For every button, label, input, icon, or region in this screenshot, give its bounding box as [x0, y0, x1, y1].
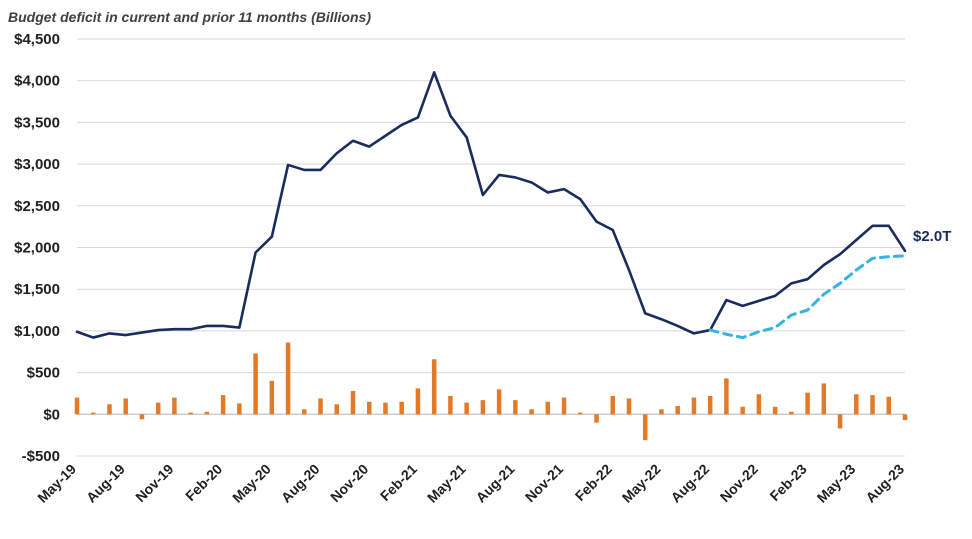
x-tick-label: Nov-19 [132, 461, 176, 505]
y-tick-label: $4,000 [14, 73, 60, 90]
monthly-bar [513, 400, 518, 415]
x-tick-label: Aug-19 [83, 461, 128, 506]
y-tick-label: $3,000 [14, 156, 60, 173]
y-tick-label: $1,000 [14, 323, 60, 340]
monthly-bar [90, 412, 96, 415]
monthly-bar [383, 402, 388, 415]
monthly-bar [821, 383, 827, 415]
chart-title: Budget deficit in current and prior 11 m… [8, 9, 371, 25]
monthly-bar [464, 402, 469, 415]
monthly-bar [740, 406, 745, 415]
monthly-bar [626, 398, 632, 415]
x-tick-label: May-19 [34, 461, 79, 506]
end-value-label: $2.0T [913, 228, 951, 245]
y-tick-label: $2,000 [14, 240, 60, 257]
x-tick-label: Nov-20 [327, 461, 371, 505]
monthly-bar [302, 409, 307, 415]
monthly-bar [610, 395, 616, 415]
monthly-bar [496, 389, 502, 415]
monthly-bar [204, 411, 210, 415]
y-tick-label: $2,500 [14, 198, 60, 215]
monthly-bar [366, 401, 372, 415]
monthly-bar [285, 342, 291, 415]
gridlines [77, 38, 905, 457]
monthly-bar [724, 378, 729, 415]
monthly-bar [253, 353, 258, 415]
monthly-bar [594, 414, 599, 423]
x-tick-label: Aug-21 [473, 461, 518, 506]
monthly-bar [902, 414, 908, 421]
x-tick-label: Feb-20 [182, 461, 225, 504]
monthly-bar [334, 404, 340, 415]
monthly-bar [399, 401, 404, 415]
monthly-bar [448, 395, 453, 415]
y-tick-label: $4,500 [14, 31, 60, 48]
monthly-bar [123, 398, 128, 415]
monthly-bar [220, 395, 226, 415]
monthly-bar [675, 405, 680, 415]
monthly-bar [870, 395, 875, 415]
x-tick-label: May-23 [814, 461, 859, 506]
deficit-lines [75, 71, 907, 340]
monthly-bar [772, 406, 778, 415]
monthly-bar [155, 402, 161, 415]
monthly-bar [837, 414, 843, 429]
annotations: $2.0T [913, 228, 951, 245]
monthly-bar [480, 400, 486, 415]
y-tick-label: $500 [27, 365, 60, 382]
x-tick-label: Nov-22 [717, 461, 761, 505]
y-tick-label: $0 [43, 406, 60, 423]
x-axis: May-19 Aug-19 Nov-19 Feb-20 May-20 Aug-20 Nov-… [34, 461, 907, 506]
monthly-bar [107, 404, 112, 415]
monthly-bar [139, 414, 145, 420]
monthly-bar [188, 412, 193, 415]
monthly-bar [659, 409, 664, 415]
y-axis: $4,500 $4,000 $3,500 $3,000 $2,500 $2,000 $1,5… [14, 31, 60, 465]
monthly-bar [854, 394, 859, 415]
x-tick-label: Aug-22 [667, 461, 712, 506]
monthly-bar [805, 392, 810, 415]
monthly-bar [237, 403, 242, 415]
x-tick-label: Feb-21 [377, 461, 420, 504]
x-tick-label: May-21 [424, 461, 469, 506]
monthly-bar [172, 397, 177, 415]
x-tick-label: Nov-21 [522, 461, 566, 505]
monthly-bar [269, 380, 275, 415]
y-tick-label: -$500 [22, 448, 60, 465]
x-tick-label: Feb-22 [572, 461, 615, 504]
x-tick-label: Aug-23 [862, 461, 907, 506]
y-tick-label: $1,500 [14, 281, 60, 298]
x-tick-label: Feb-23 [766, 461, 809, 504]
monthly-bar [789, 411, 794, 415]
monthly-deficit-bars [74, 342, 908, 441]
monthly-bar [415, 388, 421, 415]
monthly-bar [431, 359, 437, 415]
monthly-bar [756, 394, 762, 415]
monthly-bar [318, 398, 323, 415]
y-tick-label: $3,500 [14, 114, 60, 131]
monthly-bar [545, 401, 551, 415]
x-tick-label: Aug-20 [278, 461, 323, 506]
monthly-bar [529, 409, 534, 415]
monthly-bar [561, 397, 567, 415]
monthly-bar [707, 395, 713, 415]
monthly-bar [74, 397, 80, 415]
monthly-bar [578, 412, 583, 415]
deficit-line [75, 71, 907, 339]
x-tick-label: May-22 [619, 461, 664, 506]
monthly-bar [886, 396, 892, 415]
monthly-bar [350, 390, 356, 415]
monthly-bar [691, 397, 697, 415]
monthly-bar [642, 414, 648, 441]
adjusted-deficit-line [708, 254, 907, 340]
x-tick-label: May-20 [229, 461, 274, 506]
